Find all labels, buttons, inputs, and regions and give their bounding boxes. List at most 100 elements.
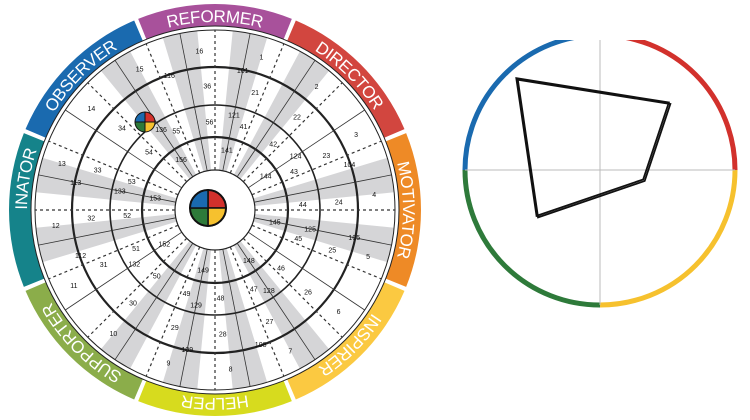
radial-line bbox=[48, 224, 179, 280]
radar-profile-shape bbox=[515, 77, 672, 219]
wheel-number: 43 bbox=[290, 169, 298, 176]
wheel-number: 7 bbox=[288, 349, 292, 356]
wheel-number: 26 bbox=[304, 290, 312, 297]
radar-outline bbox=[516, 78, 672, 219]
radial-line bbox=[229, 246, 285, 377]
radial-line bbox=[242, 237, 343, 338]
wheel-number: 5 bbox=[366, 254, 370, 261]
wheel-number: 50 bbox=[153, 274, 161, 281]
wheel-number: 3 bbox=[354, 132, 358, 139]
wheel-number: 129 bbox=[190, 303, 202, 310]
radar-ring-quadrant bbox=[599, 169, 738, 308]
role-segment bbox=[138, 4, 292, 40]
radial-line bbox=[145, 246, 201, 377]
radial-line bbox=[222, 33, 251, 171]
wheel-number: 10 bbox=[110, 331, 118, 338]
shaded-band bbox=[253, 213, 395, 263]
wheel-number: 14 bbox=[87, 106, 95, 113]
wheel-number: 55 bbox=[172, 128, 180, 135]
radial-line bbox=[87, 82, 188, 183]
role-segment bbox=[8, 133, 45, 287]
wheel-number: 30 bbox=[129, 301, 137, 308]
radar-ring-quadrant bbox=[462, 169, 601, 308]
wheel-number: 21 bbox=[251, 90, 259, 97]
marker-pie-slice bbox=[134, 111, 146, 123]
wheel-number: 49 bbox=[183, 291, 191, 298]
wheel-number: 112 bbox=[75, 253, 86, 260]
wheel-number: 116 bbox=[164, 73, 175, 80]
radar-color-ring bbox=[462, 40, 738, 308]
shaded-band bbox=[35, 157, 177, 207]
wheel-number: 128 bbox=[263, 288, 275, 295]
shaded-band bbox=[218, 30, 268, 172]
radial-line bbox=[38, 174, 176, 203]
radial-line bbox=[48, 140, 179, 196]
wheel-number: 145 bbox=[269, 219, 281, 226]
role-label: HELPER bbox=[180, 391, 250, 413]
shaded-band bbox=[100, 240, 197, 369]
wheel-number: 152 bbox=[158, 241, 170, 248]
radial-line bbox=[248, 109, 365, 189]
position-marker-pie bbox=[134, 111, 156, 133]
wheel-number: 105 bbox=[348, 235, 360, 242]
wheel-number: 133 bbox=[114, 189, 126, 196]
radial-line bbox=[87, 237, 188, 338]
wheel-number: 6 bbox=[337, 309, 341, 316]
wheel-number: 132 bbox=[129, 261, 141, 268]
wheel-number: 13 bbox=[58, 161, 66, 168]
wheel-number: 104 bbox=[344, 162, 356, 169]
radial-line bbox=[236, 243, 316, 360]
wheel-number: 31 bbox=[100, 262, 108, 269]
wheel-number: 29 bbox=[171, 325, 179, 332]
wheel-number: 153 bbox=[149, 196, 161, 203]
wheel-number: 9 bbox=[167, 361, 171, 368]
radial-line bbox=[254, 174, 392, 203]
shaded-band bbox=[233, 51, 330, 180]
wheel-number: 12 bbox=[52, 223, 60, 230]
wheel-number: 156 bbox=[175, 157, 187, 164]
radial-line bbox=[254, 217, 392, 246]
wheel-number: 108 bbox=[255, 342, 267, 349]
radar-outline bbox=[515, 77, 671, 218]
wheel-number: 23 bbox=[322, 153, 330, 160]
radial-line bbox=[145, 43, 201, 174]
wheel-number: 42 bbox=[269, 141, 277, 148]
wheel-number: 15 bbox=[136, 66, 144, 73]
wheel-number: 51 bbox=[132, 246, 140, 253]
role-segment bbox=[25, 282, 143, 400]
radial-line bbox=[179, 249, 208, 387]
wheel-number: 136 bbox=[155, 127, 167, 134]
wheel-number: 113 bbox=[70, 180, 81, 187]
radar-ring-quadrant bbox=[625, 40, 738, 171]
wheel-number: 2 bbox=[315, 84, 319, 91]
wheel-number: 109 bbox=[181, 347, 193, 354]
wheel-number: 25 bbox=[328, 248, 336, 255]
shaded-band bbox=[35, 213, 177, 263]
wheel-number: 101 bbox=[237, 68, 249, 75]
wheel-number: 11 bbox=[70, 283, 77, 290]
role-segment bbox=[287, 20, 405, 138]
wheel-number: 32 bbox=[87, 215, 95, 222]
wheel-number: 56 bbox=[206, 120, 214, 127]
radial-line bbox=[179, 33, 208, 171]
wheel-number: 27 bbox=[266, 319, 274, 326]
wheel-number: 47 bbox=[250, 287, 258, 294]
radial-line bbox=[229, 43, 285, 174]
wheel-number: 144 bbox=[260, 174, 272, 181]
shaded-bands bbox=[35, 30, 395, 390]
wheel-number: 121 bbox=[228, 112, 240, 119]
team-role-wheel: 1234567891011121314151621222324252627282… bbox=[8, 4, 422, 416]
radial-line bbox=[114, 243, 194, 360]
wheel-number: 124 bbox=[290, 154, 302, 161]
wheel-numbers: 1234567891011121314151621222324252627282… bbox=[52, 48, 376, 373]
radial-line bbox=[236, 60, 316, 177]
radial-line bbox=[65, 109, 182, 189]
shaded-band bbox=[162, 248, 212, 390]
wheel-number: 48 bbox=[217, 295, 225, 302]
ring-line bbox=[109, 104, 321, 316]
radial-line bbox=[65, 231, 182, 311]
center-color-pie bbox=[189, 189, 227, 227]
wheel-number: 16 bbox=[195, 48, 203, 55]
radial-line bbox=[251, 224, 382, 280]
wheel-number: 44 bbox=[299, 202, 307, 209]
